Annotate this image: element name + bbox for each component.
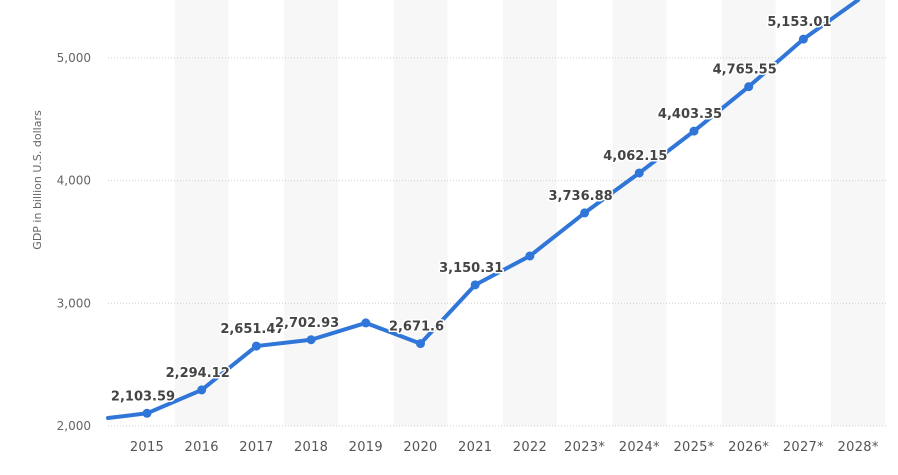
data-value-label: 2,103.59 bbox=[111, 389, 175, 404]
column-band bbox=[502, 0, 557, 426]
data-point-marker[interactable] bbox=[689, 126, 699, 136]
x-tick-label: 2017 bbox=[239, 440, 273, 455]
data-point-marker[interactable] bbox=[142, 408, 152, 418]
x-tick-label: 2023* bbox=[564, 440, 605, 455]
data-value-label: 2,651.47 bbox=[220, 322, 284, 337]
data-point-marker[interactable] bbox=[361, 318, 371, 328]
column-band bbox=[284, 0, 339, 426]
data-point-marker[interactable] bbox=[634, 168, 644, 178]
y-tick-label: 5,000 bbox=[57, 51, 91, 65]
y-tick-label: 3,000 bbox=[57, 296, 91, 310]
x-tick-label: 2026* bbox=[728, 440, 769, 455]
data-point-marker[interactable] bbox=[306, 335, 316, 345]
x-tick-label: 2015 bbox=[130, 440, 164, 455]
data-point-marker[interactable] bbox=[197, 385, 207, 395]
x-tick-label: 2021 bbox=[458, 440, 492, 455]
data-value-label: 2,702.93 bbox=[275, 316, 339, 331]
data-point-marker[interactable] bbox=[416, 339, 425, 349]
data-point-marker[interactable] bbox=[525, 251, 535, 261]
x-tick-label: 2020 bbox=[403, 440, 437, 455]
x-tick-label: 2016 bbox=[185, 440, 219, 455]
data-value-label: 3,150.31 bbox=[439, 261, 503, 276]
x-tick-label: 2022 bbox=[513, 440, 547, 455]
data-value-label: 5,153.01 bbox=[767, 15, 831, 30]
column-band bbox=[831, 0, 886, 426]
data-point-marker[interactable] bbox=[580, 208, 590, 218]
data-value-label: 3,736.88 bbox=[549, 189, 613, 204]
y-tick-label: 4,000 bbox=[57, 174, 91, 188]
y-tick-label: 2,000 bbox=[57, 419, 91, 433]
data-value-label: 2,294.12 bbox=[166, 366, 230, 381]
data-point-marker[interactable] bbox=[744, 82, 754, 92]
data-value-label: 2,671.6 bbox=[389, 320, 444, 335]
y-axis-title: GDP in billion U.S. dollars bbox=[31, 110, 44, 250]
x-tick-label: 2018 bbox=[294, 440, 328, 455]
data-value-label: 4,765.55 bbox=[713, 63, 777, 78]
x-tick-label: 2028* bbox=[838, 440, 879, 455]
column-band bbox=[174, 0, 229, 426]
data-point-marker[interactable] bbox=[251, 341, 261, 351]
data-value-label: 4,403.35 bbox=[658, 107, 722, 122]
x-tick-label: 2027* bbox=[783, 440, 824, 455]
column-band bbox=[612, 0, 667, 426]
x-tick-label: 2025* bbox=[673, 440, 714, 455]
data-point-marker[interactable] bbox=[470, 280, 480, 290]
data-value-label: 4,062.15 bbox=[603, 149, 667, 164]
column-band bbox=[393, 0, 448, 426]
data-point-marker[interactable] bbox=[798, 34, 808, 44]
x-tick-label: 2024* bbox=[619, 440, 660, 455]
x-tick-label: 2019 bbox=[349, 440, 383, 455]
